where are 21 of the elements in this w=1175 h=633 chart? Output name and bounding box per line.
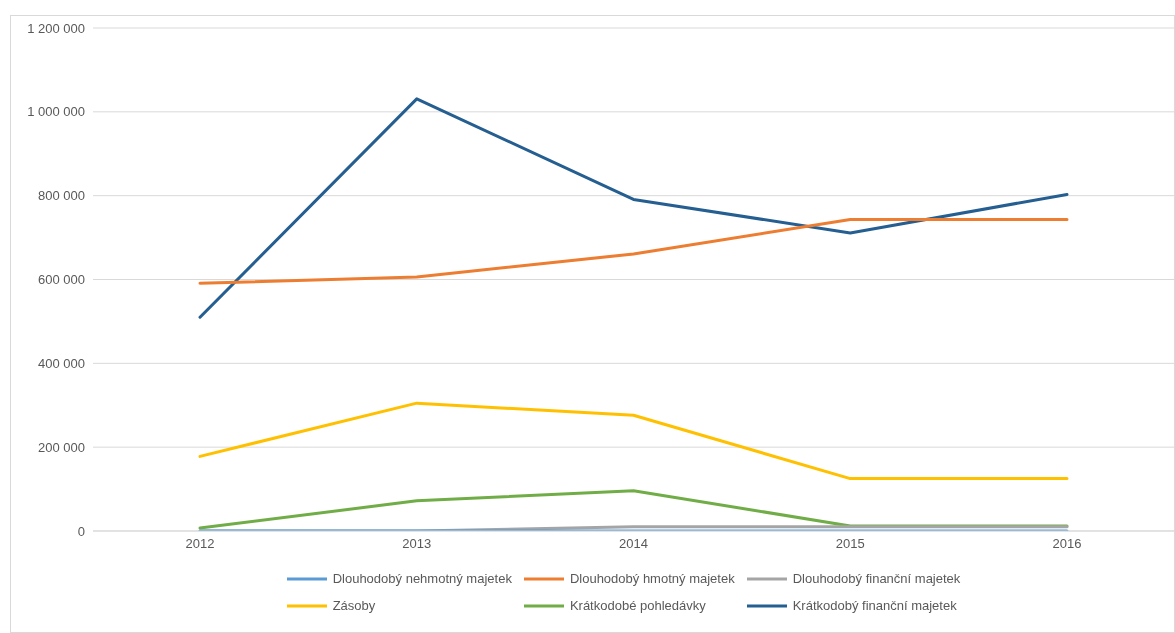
x-tick-label: 2015 bbox=[835, 536, 865, 552]
line-series bbox=[198, 97, 1069, 319]
line-series bbox=[198, 401, 1069, 481]
y-tick-label: 0 bbox=[77, 523, 85, 539]
x-tick-label: 2013 bbox=[402, 536, 432, 552]
y-tick-label: 400 000 bbox=[38, 355, 85, 371]
legend-label: Dlouhodobý finanční majetek bbox=[792, 571, 961, 586]
y-tick-label: 1 000 000 bbox=[27, 104, 85, 120]
x-tick-label: 2014 bbox=[619, 536, 648, 552]
y-tick-label: 800 000 bbox=[38, 188, 85, 204]
legend-label: Zásoby bbox=[332, 598, 376, 613]
x-tick-label: 2012 bbox=[185, 536, 215, 552]
legend-label: Dlouhodobý hmotný majetek bbox=[569, 571, 735, 586]
y-tick-label: 200 000 bbox=[38, 439, 85, 455]
legend-label: Krátkodobý finanční majetek bbox=[792, 598, 957, 613]
legend-label: Krátkodobé pohledávky bbox=[569, 598, 706, 613]
y-tick-label: 600 000 bbox=[38, 272, 85, 288]
legend-label: Dlouhodobý nehmotný majetek bbox=[332, 571, 512, 586]
x-tick-label: 2016 bbox=[1052, 536, 1082, 552]
line-series bbox=[198, 218, 1069, 285]
y-tick-label: 1 200 000 bbox=[27, 20, 85, 36]
